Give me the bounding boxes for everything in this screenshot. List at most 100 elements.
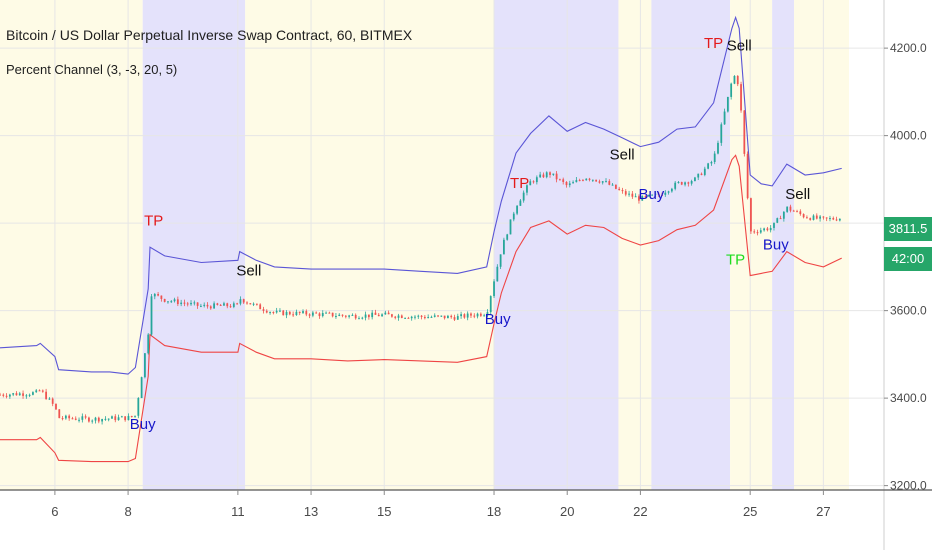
time-tick-label: 25 bbox=[743, 504, 757, 519]
candle-body bbox=[183, 302, 186, 304]
candle-body bbox=[549, 172, 551, 175]
price-axis-panel bbox=[884, 0, 932, 550]
candle-body bbox=[522, 192, 525, 201]
candle-body bbox=[134, 415, 136, 417]
candle-body bbox=[526, 185, 528, 193]
price-tick-label: 3600.0 bbox=[890, 304, 927, 318]
candle-body bbox=[38, 390, 41, 392]
candle-body bbox=[568, 183, 571, 186]
candle-body bbox=[249, 303, 252, 305]
candle-body bbox=[750, 198, 752, 232]
candle-body bbox=[641, 196, 644, 201]
candle-body bbox=[111, 416, 113, 419]
candle-body bbox=[170, 301, 173, 303]
candle-body bbox=[651, 194, 654, 196]
candle-body bbox=[483, 315, 486, 317]
candle-body bbox=[305, 311, 308, 315]
candle-body bbox=[710, 161, 713, 164]
candle-body bbox=[64, 415, 67, 419]
candle-body bbox=[539, 174, 542, 178]
candle-body bbox=[835, 219, 838, 221]
candle-body bbox=[542, 174, 545, 178]
candle-body bbox=[746, 153, 749, 199]
candle-body bbox=[585, 178, 588, 181]
candle-body bbox=[782, 211, 785, 219]
candle-body bbox=[153, 294, 156, 297]
candle-body bbox=[18, 393, 21, 396]
candle-body bbox=[460, 314, 462, 317]
candle-body bbox=[242, 299, 245, 303]
candle-body bbox=[753, 231, 756, 233]
candle-body bbox=[466, 313, 469, 318]
candle-body bbox=[786, 206, 789, 212]
candle-body bbox=[763, 228, 765, 231]
candle-body bbox=[180, 302, 183, 305]
candle-body bbox=[608, 181, 611, 185]
upper-band-line bbox=[0, 15, 842, 375]
candle-body bbox=[137, 398, 140, 416]
time-tick-label: 20 bbox=[560, 504, 574, 519]
candle-body bbox=[157, 294, 159, 296]
candle-body bbox=[578, 180, 581, 182]
candle-body bbox=[496, 266, 499, 282]
candle-body bbox=[8, 394, 11, 397]
candle-body bbox=[447, 315, 449, 319]
candle-body bbox=[489, 296, 492, 313]
candle-body bbox=[789, 206, 792, 211]
candle-body bbox=[12, 393, 15, 395]
indicator-legend[interactable]: Percent Channel (3, -3, 20, 5) bbox=[6, 62, 178, 77]
candle-body bbox=[677, 182, 680, 184]
candle-body bbox=[713, 153, 716, 162]
time-axis-panel bbox=[0, 490, 932, 550]
candle-body bbox=[298, 311, 301, 313]
candle-body bbox=[282, 310, 285, 316]
candle-body bbox=[117, 417, 120, 421]
candle-body bbox=[582, 180, 584, 182]
candle-body bbox=[186, 303, 189, 305]
candle-body bbox=[631, 193, 634, 197]
candle-body bbox=[341, 314, 344, 316]
candle-body bbox=[802, 214, 805, 218]
candle-body bbox=[325, 312, 327, 314]
candle-body bbox=[730, 83, 733, 97]
candle-body bbox=[806, 217, 808, 219]
candle-body bbox=[391, 314, 393, 317]
price-tick-label: 4200.0 bbox=[890, 41, 927, 55]
time-tick-label: 13 bbox=[304, 504, 318, 519]
candles bbox=[0, 75, 841, 425]
candle-body bbox=[45, 391, 48, 400]
candle-body bbox=[427, 317, 430, 319]
candle-body bbox=[463, 314, 466, 318]
candle-body bbox=[503, 239, 505, 255]
candle-body bbox=[479, 313, 482, 316]
candle-body bbox=[779, 218, 782, 220]
time-tick-label: 11 bbox=[231, 504, 245, 519]
candle-body bbox=[107, 418, 110, 420]
candle-body bbox=[562, 179, 565, 182]
candle-body bbox=[124, 416, 127, 421]
candle-body bbox=[5, 395, 8, 397]
candle-body bbox=[0, 394, 1, 396]
candle-body bbox=[41, 390, 44, 392]
candle-body bbox=[397, 315, 400, 318]
candle-body bbox=[476, 313, 479, 317]
zone-long-7 bbox=[772, 0, 795, 490]
candle-body bbox=[167, 301, 169, 303]
time-tick-label: 8 bbox=[124, 504, 131, 519]
candle-body bbox=[213, 303, 215, 309]
candle-body bbox=[232, 303, 235, 307]
candle-body bbox=[265, 310, 268, 313]
candle-body bbox=[288, 311, 291, 315]
candle-body bbox=[200, 305, 202, 307]
candle-body bbox=[829, 218, 831, 220]
candle-body bbox=[239, 299, 242, 304]
candle-body bbox=[509, 219, 512, 235]
candle-body bbox=[644, 196, 647, 198]
candle-body bbox=[450, 315, 453, 318]
zone-short-2 bbox=[245, 0, 495, 490]
candle-body bbox=[361, 317, 364, 319]
candle-body bbox=[743, 110, 746, 154]
zone-short-8 bbox=[794, 0, 849, 490]
candle-body bbox=[94, 417, 97, 421]
